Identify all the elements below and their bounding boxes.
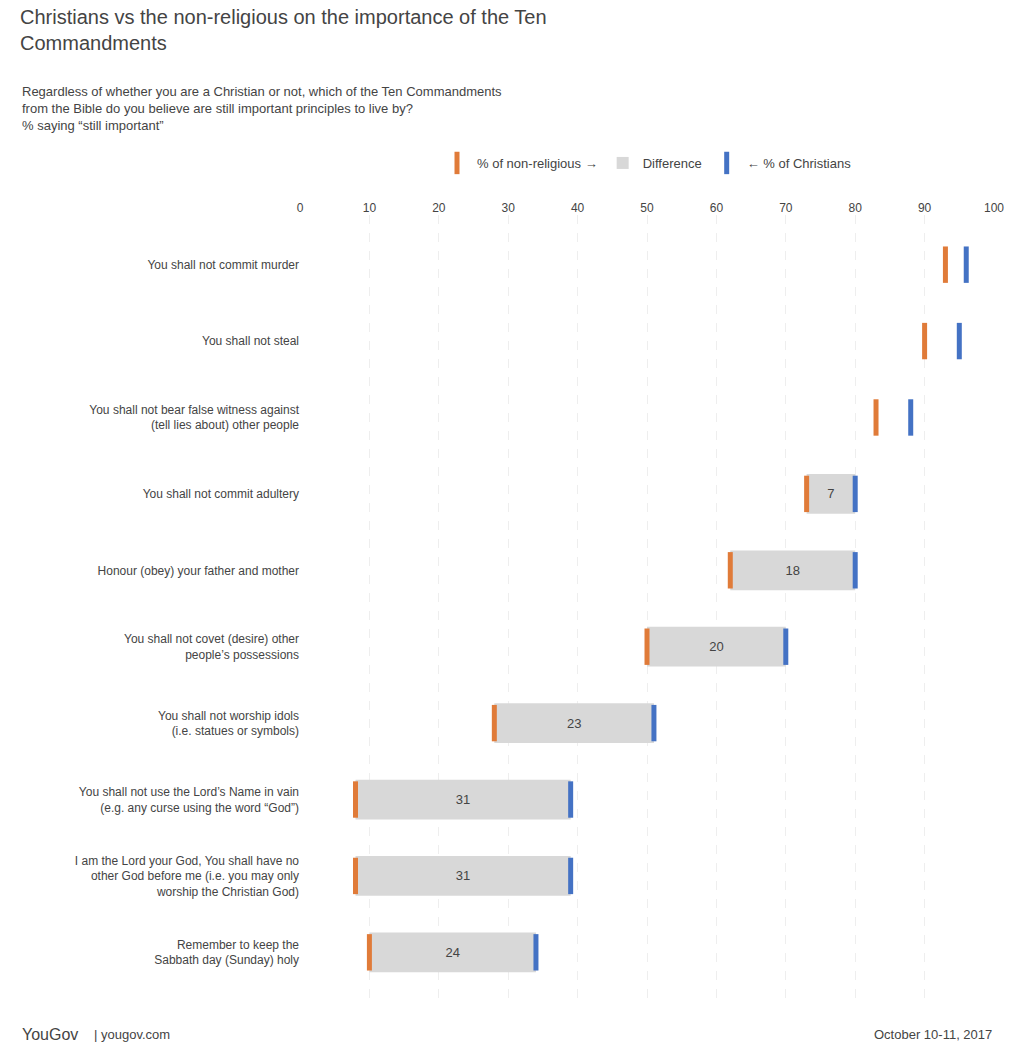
svg-text:You shall not covet (desire) o: You shall not covet (desire) otherpeople… xyxy=(124,632,299,662)
svg-text:20: 20 xyxy=(432,201,446,215)
svg-text:Remember to keep theSabbath da: Remember to keep theSabbath day (Sunday)… xyxy=(154,938,299,968)
svg-text:20: 20 xyxy=(709,639,723,654)
svg-text:80: 80 xyxy=(849,201,863,215)
svg-text:50: 50 xyxy=(640,201,654,215)
svg-text:70: 70 xyxy=(779,201,793,215)
svg-text:← % of Christians: ← % of Christians xyxy=(747,156,852,171)
svg-text:18: 18 xyxy=(786,563,800,578)
svg-text:YouGov: YouGov xyxy=(22,1026,78,1043)
svg-text:7: 7 xyxy=(827,486,834,501)
svg-text:You shall not commit adultery: You shall not commit adultery xyxy=(143,487,299,501)
svg-text:31: 31 xyxy=(456,792,470,807)
svg-text:0: 0 xyxy=(297,201,304,215)
svg-text:23: 23 xyxy=(567,716,581,731)
svg-text:You shall not use the Lord’s N: You shall not use the Lord’s Name in vai… xyxy=(79,785,299,815)
svg-text:24: 24 xyxy=(445,945,459,960)
svg-text:60: 60 xyxy=(710,201,724,215)
svg-text:You shall not commit murder: You shall not commit murder xyxy=(147,258,299,272)
svg-text:Honour (obey) your father and: Honour (obey) your father and mother xyxy=(98,564,299,578)
svg-text:31: 31 xyxy=(456,868,470,883)
svg-text:I am the Lord your God, You sh: I am the Lord your God, You shall have n… xyxy=(75,854,299,899)
svg-text:| yougov.com: | yougov.com xyxy=(94,1027,170,1042)
svg-text:% of non-religious →: % of non-religious → xyxy=(477,156,598,171)
svg-text:10: 10 xyxy=(363,201,377,215)
svg-text:Regardless of whether you are: Regardless of whether you are a Christia… xyxy=(22,84,502,133)
svg-text:100: 100 xyxy=(984,201,1004,215)
svg-text:You shall not bear false witne: You shall not bear false witness against… xyxy=(89,403,299,433)
svg-text:You shall not steal: You shall not steal xyxy=(202,334,299,348)
svg-text:You shall not worship idols(i.: You shall not worship idols(i.e. statues… xyxy=(158,709,299,739)
svg-text:90: 90 xyxy=(918,201,932,215)
svg-text:Christians vs the non-religiou: Christians vs the non-religious on the i… xyxy=(20,6,547,54)
svg-text:Difference: Difference xyxy=(643,156,702,171)
svg-text:40: 40 xyxy=(571,201,585,215)
svg-text:30: 30 xyxy=(502,201,516,215)
svg-text:October 10-11, 2017: October 10-11, 2017 xyxy=(874,1027,992,1042)
